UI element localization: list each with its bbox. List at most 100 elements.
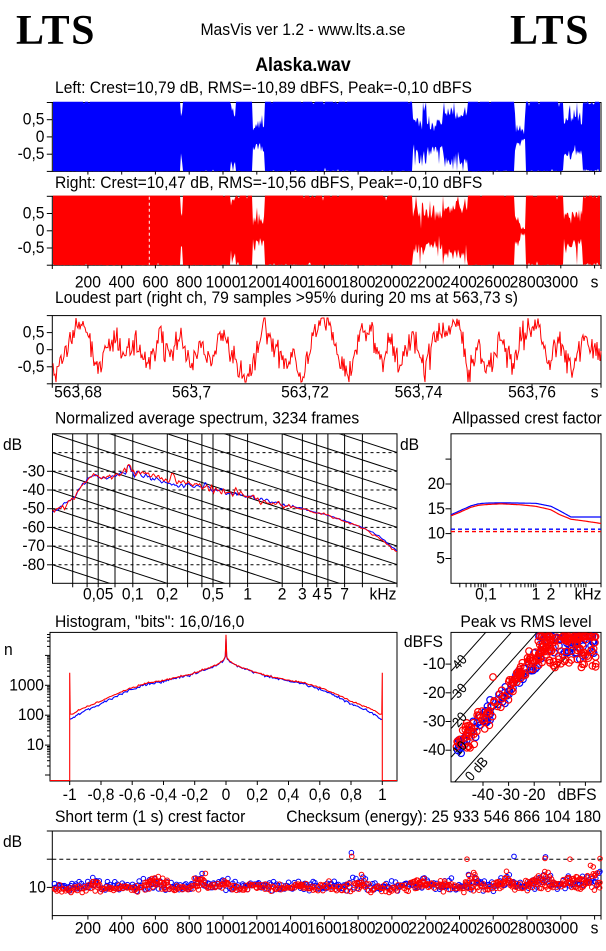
- svg-text:-30: -30: [22, 461, 45, 480]
- svg-text:-0,5: -0,5: [18, 144, 45, 163]
- svg-text:-0,5: -0,5: [18, 357, 45, 376]
- svg-text:2600: 2600: [476, 919, 511, 938]
- svg-text:s: s: [591, 383, 599, 402]
- svg-text:Allpassed crest factor: Allpassed crest factor: [452, 409, 602, 428]
- svg-text:0,5: 0,5: [23, 204, 45, 223]
- svg-text:Peak vs RMS level: Peak vs RMS level: [460, 612, 591, 631]
- svg-text:1600: 1600: [307, 919, 342, 938]
- svg-text:563,68: 563,68: [54, 383, 102, 402]
- svg-text:1200: 1200: [239, 273, 274, 292]
- svg-text:0,4: 0,4: [278, 785, 300, 804]
- svg-text:2200: 2200: [408, 273, 443, 292]
- svg-text:100: 100: [18, 705, 44, 724]
- svg-text:-10: -10: [423, 654, 446, 673]
- svg-text:0,5: 0,5: [23, 323, 45, 342]
- svg-text:800: 800: [176, 273, 202, 292]
- svg-text:20: 20: [428, 474, 445, 493]
- svg-text:0,05: 0,05: [83, 585, 113, 604]
- svg-text:2400: 2400: [442, 273, 477, 292]
- svg-text:s: s: [591, 919, 599, 938]
- svg-text:0,8: 0,8: [340, 785, 362, 804]
- svg-text:800: 800: [176, 919, 202, 938]
- svg-text:0,1: 0,1: [475, 585, 497, 604]
- svg-text:s: s: [591, 273, 599, 292]
- svg-text:-30: -30: [497, 785, 520, 804]
- svg-text:1: 1: [532, 585, 541, 604]
- svg-text:7: 7: [340, 585, 349, 604]
- svg-text:1800: 1800: [341, 919, 376, 938]
- svg-text:-0,6: -0,6: [119, 785, 146, 804]
- svg-text:10: 10: [29, 877, 46, 896]
- svg-text:563,76: 563,76: [508, 383, 556, 402]
- svg-text:1400: 1400: [273, 273, 308, 292]
- svg-text:kHz: kHz: [370, 585, 397, 604]
- svg-text:2: 2: [278, 585, 287, 604]
- svg-text:1800: 1800: [341, 273, 376, 292]
- svg-text:Checksum (energy): 25 933 546: Checksum (energy): 25 933 546 866 104 18…: [286, 807, 601, 826]
- svg-text:400: 400: [109, 273, 135, 292]
- svg-text:400: 400: [109, 919, 135, 938]
- svg-text:1600: 1600: [307, 273, 342, 292]
- svg-text:2200: 2200: [408, 919, 443, 938]
- svg-text:n: n: [4, 640, 13, 659]
- svg-text:-30: -30: [423, 712, 446, 731]
- svg-text:1000: 1000: [9, 675, 44, 694]
- svg-text:2: 2: [547, 585, 556, 604]
- svg-text:1: 1: [243, 585, 252, 604]
- svg-text:0 dB: 0 dB: [461, 753, 491, 783]
- svg-text:-40: -40: [423, 740, 446, 759]
- svg-text:Short term (1 s) crest factor: Short term (1 s) crest factor: [55, 807, 246, 826]
- svg-text:2000: 2000: [375, 273, 410, 292]
- svg-text:2000: 2000: [375, 919, 410, 938]
- svg-text:-40: -40: [472, 785, 495, 804]
- svg-text:0,2: 0,2: [156, 585, 178, 604]
- svg-text:0: 0: [36, 221, 45, 240]
- svg-text:-50: -50: [22, 499, 45, 518]
- svg-text:dBFS: dBFS: [557, 785, 596, 804]
- svg-text:0: 0: [36, 340, 45, 359]
- svg-text:1400: 1400: [273, 919, 308, 938]
- svg-text:-80: -80: [22, 555, 45, 574]
- svg-text:600: 600: [142, 273, 168, 292]
- svg-text:-1: -1: [63, 785, 77, 804]
- svg-text:10: 10: [27, 735, 44, 754]
- svg-text:1200: 1200: [239, 919, 274, 938]
- svg-text:3: 3: [298, 585, 307, 604]
- svg-text:-0,5: -0,5: [18, 238, 45, 257]
- svg-text:0,6: 0,6: [309, 785, 331, 804]
- svg-text:2800: 2800: [510, 919, 545, 938]
- svg-text:15: 15: [428, 499, 445, 518]
- svg-text:563,7: 563,7: [172, 383, 211, 402]
- svg-text:kHz: kHz: [575, 585, 602, 604]
- svg-text:0: 0: [36, 127, 45, 146]
- svg-text:LTS: LTS: [510, 8, 590, 54]
- svg-text:0,2: 0,2: [246, 785, 268, 804]
- svg-text:0,5: 0,5: [23, 110, 45, 129]
- svg-text:-70: -70: [22, 536, 45, 555]
- svg-text:Right: Crest=10,47 dB, RMS=-10: Right: Crest=10,47 dB, RMS=-10,56 dBFS, …: [55, 173, 482, 192]
- svg-text:5: 5: [436, 548, 445, 567]
- svg-text:2800: 2800: [510, 273, 545, 292]
- svg-text:4: 4: [312, 585, 321, 604]
- svg-text:10: 10: [428, 524, 445, 543]
- svg-text:563,72: 563,72: [281, 383, 329, 402]
- svg-text:-0,4: -0,4: [150, 785, 177, 804]
- svg-text:dB: dB: [3, 435, 22, 454]
- svg-text:0,1: 0,1: [122, 585, 144, 604]
- svg-text:-0,2: -0,2: [181, 785, 208, 804]
- svg-text:1000: 1000: [206, 273, 241, 292]
- svg-text:Alaska.wav: Alaska.wav: [255, 55, 351, 76]
- svg-text:563,74: 563,74: [395, 383, 443, 402]
- svg-text:Histogram, "bits": 16,0/16,0: Histogram, "bits": 16,0/16,0: [55, 612, 244, 631]
- svg-text:30: 30: [449, 680, 471, 701]
- svg-text:-0,8: -0,8: [88, 785, 115, 804]
- svg-text:3000: 3000: [543, 919, 578, 938]
- svg-text:40: 40: [449, 651, 471, 672]
- svg-text:dB: dB: [400, 435, 419, 454]
- svg-text:-20: -20: [423, 683, 446, 702]
- svg-text:dB: dB: [3, 832, 22, 851]
- svg-text:200: 200: [75, 919, 101, 938]
- svg-text:1000: 1000: [206, 919, 241, 938]
- svg-text:3000: 3000: [543, 273, 578, 292]
- svg-text:LTS: LTS: [16, 8, 96, 54]
